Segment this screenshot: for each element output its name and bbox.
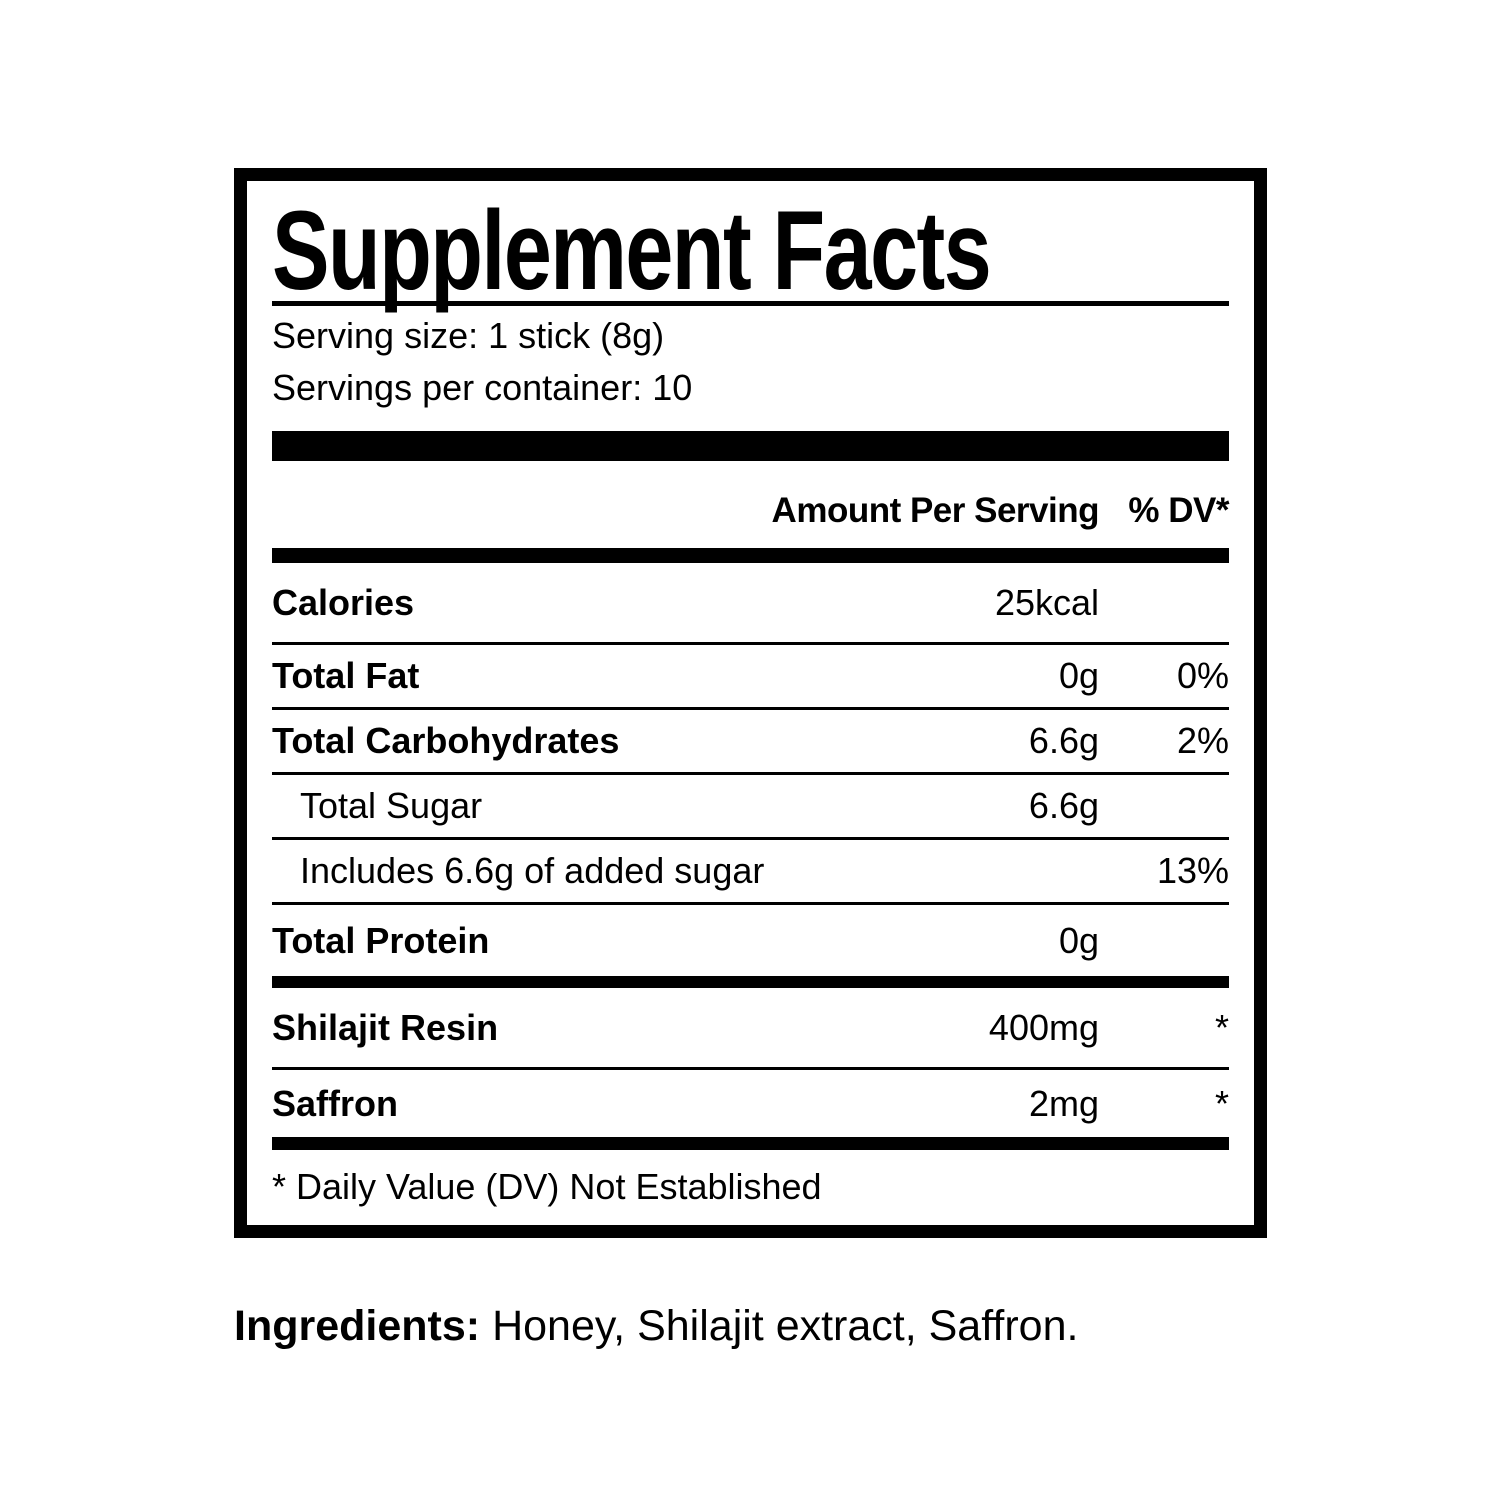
nutrient-name: Total Sugar — [300, 785, 483, 826]
supplement-facts-label: Supplement Facts Serving size: 1 stick (… — [234, 168, 1267, 1238]
active-amount: 400mg — [988, 1006, 1099, 1048]
column-header-row: Amount Per Serving % DV* — [272, 461, 1230, 548]
serving-info: Serving size: 1 stick (8g) Servings per … — [272, 310, 1229, 414]
separator-bar-actives — [272, 976, 1229, 988]
active-dv: * — [1214, 1006, 1229, 1048]
nutrient-name: Total Protein — [272, 919, 490, 961]
nutrient-name: Calories — [272, 581, 415, 623]
active-name: Shilajit Resin — [272, 1006, 499, 1048]
nutrient-amount: 6.6g — [1028, 720, 1099, 761]
nutrient-amount: 0g — [1058, 655, 1099, 696]
label-title: Supplement Facts — [272, 188, 992, 313]
dv-footnote: * Daily Value (DV) Not Established — [272, 1166, 822, 1207]
nutrient-row-total-protein: Total Protein 0g — [272, 905, 1229, 976]
nutrient-row-total-sugar: Total Sugar 6.6g — [272, 775, 1229, 840]
ingredients-text: Honey, Shilajit extract, Saffron. — [492, 1302, 1079, 1350]
separator-bar-bottom — [272, 1137, 1229, 1150]
ingredients-line: Ingredients: Honey, Shilajit extract, Saf… — [234, 1301, 1078, 1353]
serving-size-line: Serving size: 1 stick (8g) — [272, 315, 665, 356]
active-name: Saffron — [272, 1082, 398, 1124]
nutrient-amount: 0g — [1058, 919, 1099, 961]
nutrient-row-calories: Calories 25kcal — [272, 563, 1229, 645]
nutrient-row-total-fat: Total Fat 0g 0% — [272, 645, 1229, 710]
nutrient-amount: 6.6g — [1028, 785, 1099, 826]
separator-bar-medium — [272, 548, 1229, 563]
separator-bar-thick — [272, 431, 1229, 461]
active-amount: 2mg — [1028, 1082, 1099, 1124]
title-rule — [272, 301, 1229, 306]
nutrient-row-total-carbohydrates: Total Carbohydrates 6.6g 2% — [272, 710, 1229, 775]
servings-per-container-line: Servings per container: 10 — [272, 367, 693, 408]
active-row-shilajit-resin: Shilajit Resin 400mg * — [272, 988, 1229, 1070]
nutrient-dv: 13% — [1156, 850, 1229, 891]
active-dv: * — [1214, 1082, 1229, 1124]
nutrient-name: Includes 6.6g of added sugar — [300, 850, 765, 891]
nutrient-row-added-sugar: Includes 6.6g of added sugar 13% — [272, 840, 1229, 905]
nutrient-dv: 2% — [1176, 720, 1229, 761]
percent-dv-header: % DV* — [1128, 490, 1229, 530]
nutrient-name: Total Carbohydrates — [272, 720, 620, 761]
nutrient-amount: 25kcal — [994, 581, 1099, 623]
active-row-saffron: Saffron 2mg * — [272, 1070, 1229, 1137]
nutrient-name: Total Fat — [272, 655, 420, 696]
amount-per-serving-header: Amount Per Serving — [771, 490, 1100, 530]
ingredients-label: Ingredients: — [234, 1302, 481, 1350]
nutrient-dv: 0% — [1176, 655, 1229, 696]
